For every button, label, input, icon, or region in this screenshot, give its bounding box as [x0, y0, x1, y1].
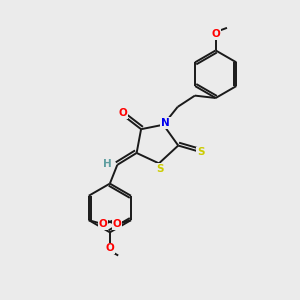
- Text: S: S: [197, 147, 205, 158]
- Text: O: O: [106, 243, 114, 254]
- Text: O: O: [99, 219, 107, 229]
- Text: S: S: [157, 164, 164, 174]
- Text: O: O: [211, 29, 220, 39]
- Text: O: O: [112, 219, 121, 229]
- Text: O: O: [119, 108, 128, 118]
- Text: N: N: [161, 118, 170, 128]
- Text: H: H: [103, 159, 112, 169]
